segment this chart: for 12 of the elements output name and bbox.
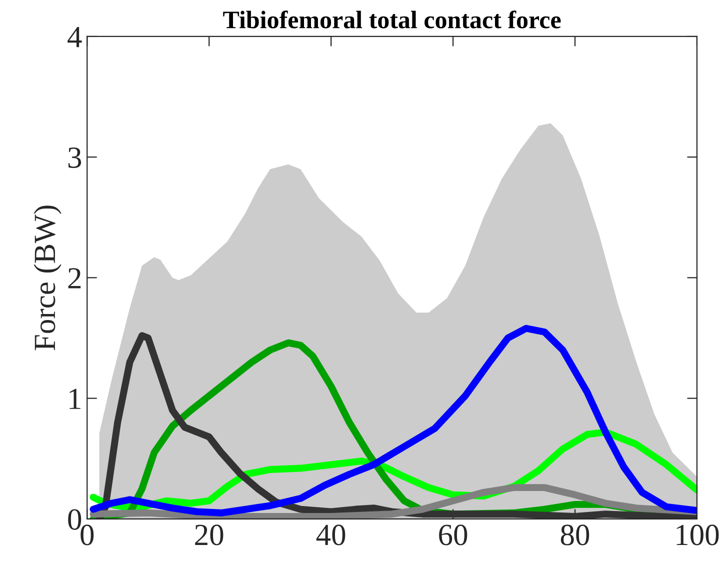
x-tick-label: 100 (676, 524, 719, 546)
x-tick-label: 60 (439, 524, 468, 546)
x-tick-label: 20 (195, 524, 224, 546)
y-tick-label: 0 (68, 509, 82, 530)
y-tick-label: 4 (68, 26, 82, 48)
y-tick-label: 1 (70, 388, 80, 409)
y-tick-label: 2 (68, 268, 81, 288)
chart-title: Tibiofemoral total contact force (223, 10, 561, 28)
x-tick-label: 80 (560, 524, 590, 546)
x-tick-label: 40 (316, 524, 346, 546)
y-tick-label: 3 (68, 147, 82, 168)
y-axis-title: Force (BW) (34, 206, 62, 350)
